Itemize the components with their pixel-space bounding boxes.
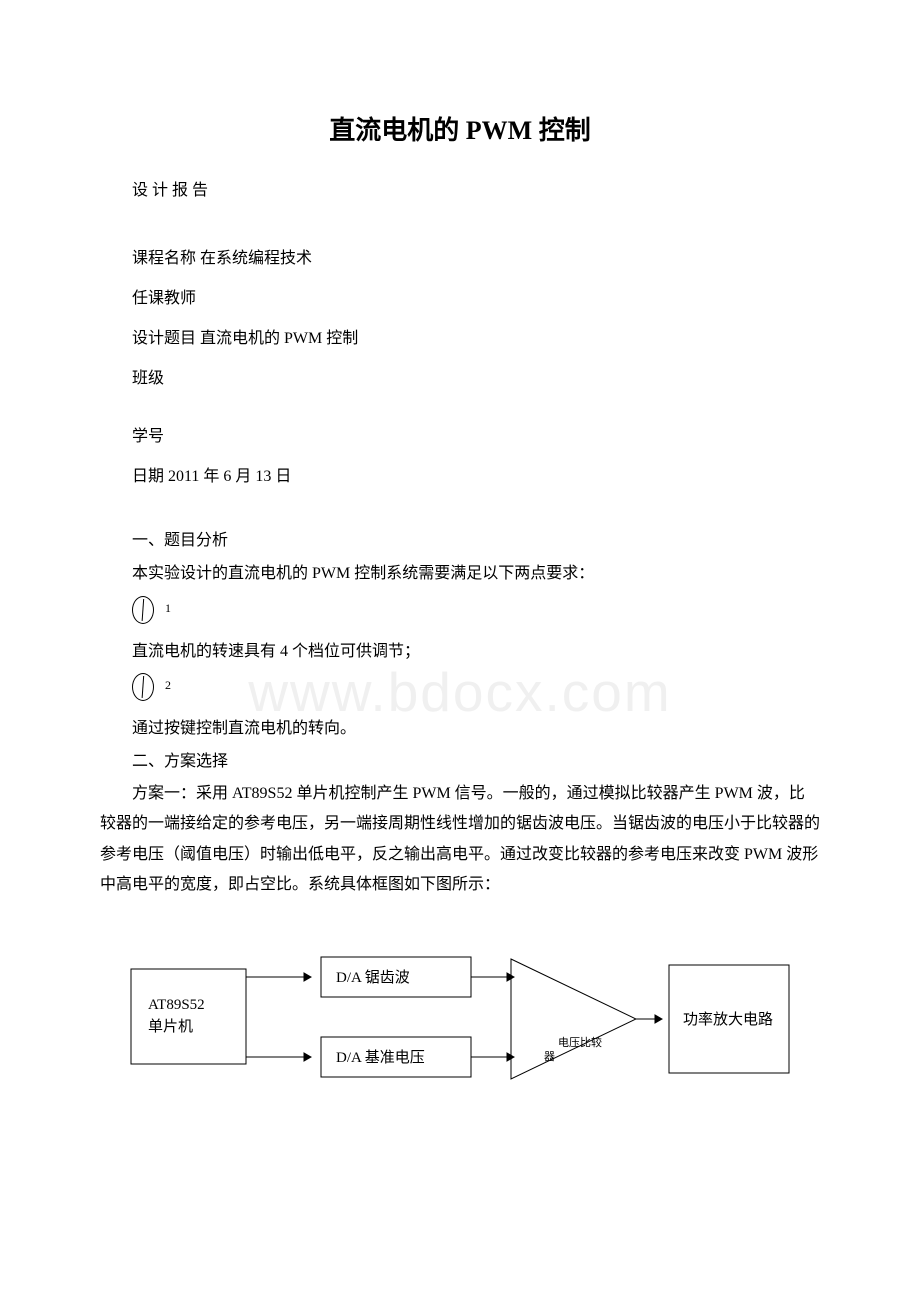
diagram-cmp-l2: 器: [544, 1050, 555, 1063]
requirement-2: 通过按键控制直流电机的转向。: [100, 713, 820, 746]
requirement-1: 直流电机的转速具有 4 个档位可供调节；: [100, 636, 820, 669]
diagram-box-amp: 功率放大电路: [683, 1011, 773, 1028]
class-label: 班级: [100, 359, 820, 399]
circled-number-icon: 2: [132, 673, 154, 701]
diagram-cmp-l1: 电压比较: [558, 1035, 602, 1049]
report-label: 设 计 报 告: [100, 171, 820, 211]
section2-heading: 二、方案选择: [100, 746, 820, 779]
sid-label: 学号: [100, 417, 820, 457]
bullet-2-wrap: 2: [100, 673, 820, 701]
diagram-box-da1: D/A 锯齿波: [336, 969, 410, 986]
diagram-box-mcu-l1: AT89S52: [148, 997, 205, 1013]
date-label: 日期 2011 年 6 月 13 日: [100, 457, 820, 497]
page-title: 直流电机的 PWM 控制: [100, 110, 820, 147]
diagram-box-da2: D/A 基准电压: [336, 1049, 425, 1066]
course-label: 课程名称 在系统编程技术: [100, 239, 820, 279]
bullet-1-wrap: 1: [100, 596, 820, 624]
diagram-box-mcu-l2: 单片机: [148, 1018, 193, 1035]
section1-heading: 一、题目分析: [100, 525, 820, 558]
teacher-label: 任课教师: [100, 279, 820, 319]
topic-label: 设计题目 直流电机的 PWM 控制: [100, 319, 820, 359]
section2-para: 方案一：采用 AT89S52 单片机控制产生 PWM 信号。一般的，通过模拟比较…: [100, 779, 820, 901]
section1-intro: 本实验设计的直流电机的 PWM 控制系统需要满足以下两点要求：: [100, 558, 820, 591]
block-diagram: AT89S52 单片机 D/A 锯齿波 D/A 基准电压 功率放大电路 电压比较…: [100, 929, 820, 1104]
circled-number-icon: 1: [132, 596, 154, 624]
page-content: 直流电机的 PWM 控制 设 计 报 告 课程名称 在系统编程技术 任课教师 设…: [100, 110, 820, 1104]
